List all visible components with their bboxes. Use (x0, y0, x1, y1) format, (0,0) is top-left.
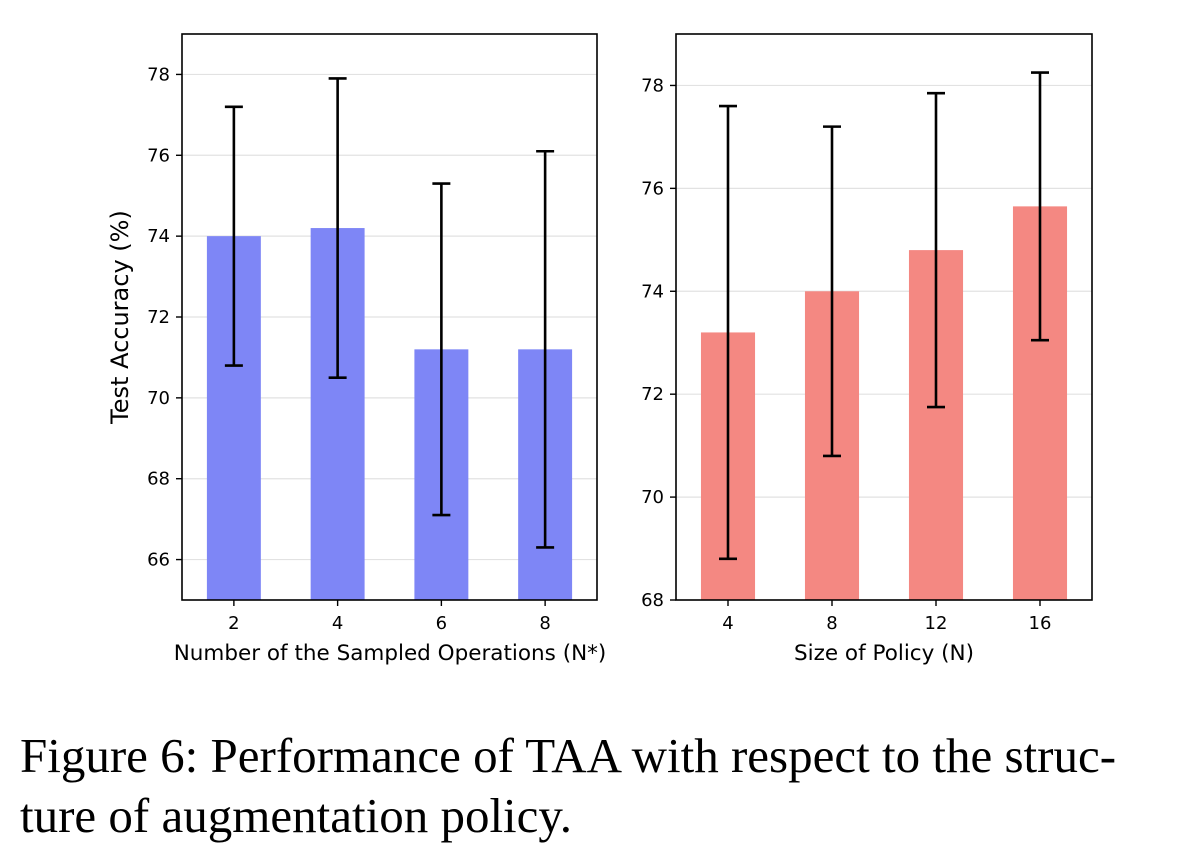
y-tick-label: 70 (641, 487, 664, 508)
x-tick-label: 16 (1029, 613, 1052, 634)
y-tick-label: 68 (641, 590, 664, 611)
x-axis-label: Number of the Sampled Operations (N*) (174, 641, 607, 666)
caption-line-2: ture of augmentation policy. (20, 788, 572, 843)
x-tick-label: 2 (228, 613, 239, 634)
y-tick-label: 76 (641, 178, 664, 199)
y-axis-label: Test Accuracy (%) (106, 210, 134, 425)
right-chart: 68 70 72 74 76 78 4 8 12 16 Size of Policy (N) (641, 33, 1093, 666)
plot-frame (675, 33, 1093, 601)
y-tick-label: 78 (147, 64, 170, 85)
y-tick-label: 68 (147, 469, 170, 490)
x-tick-label: 8 (826, 613, 837, 634)
x-axis-label: Size of Policy (N) (794, 641, 974, 666)
y-tick-label: 72 (641, 384, 664, 405)
y-tick-label: 74 (147, 226, 170, 247)
figure-caption: Figure 6: Performance of TAA with respec… (20, 726, 1185, 846)
y-tick-label: 72 (147, 307, 170, 328)
x-tick-label: 6 (436, 613, 447, 634)
x-tick-label: 8 (539, 613, 550, 634)
x-tick-label: 4 (332, 613, 343, 634)
y-tick-label: 76 (147, 145, 170, 166)
y-tick-label: 70 (147, 388, 170, 409)
x-tick-label: 4 (722, 613, 733, 634)
x-tick-label: 12 (925, 613, 948, 634)
y-tick-label: 78 (641, 75, 664, 96)
y-tick-label: 74 (641, 281, 664, 302)
y-tick-label: 66 (147, 550, 170, 571)
caption-line-1: Figure 6: Performance of TAA with respec… (20, 728, 1117, 783)
